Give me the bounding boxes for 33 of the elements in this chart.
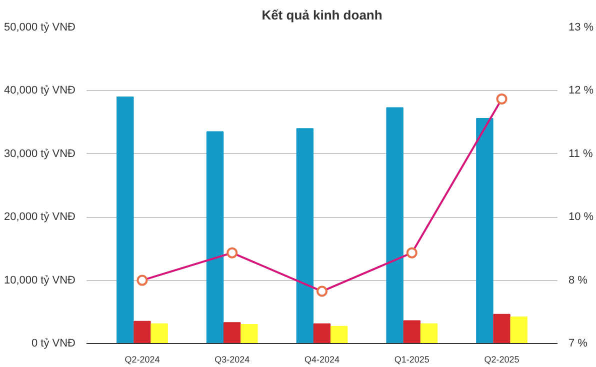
chart-title: Kết quả kinh doanh: [262, 8, 382, 22]
bar: [134, 320, 151, 344]
y-tick-label: 20,000 tỷ VNĐ: [4, 211, 76, 224]
x-tick-label: Q2-2025: [484, 354, 520, 364]
bar: [240, 324, 258, 344]
x-tick-label: Q4-2024: [304, 354, 340, 364]
bar: [224, 322, 241, 344]
x-tick-label: Q3-2024: [214, 354, 250, 364]
y2-tick-label: 10 %: [568, 211, 594, 224]
x-tick-label: Q2-2024: [124, 354, 160, 364]
x-tick-label: Q1-2025: [394, 354, 430, 364]
y2-tick-label: 13 %: [568, 22, 594, 34]
y2-tick-label: 12 %: [568, 84, 594, 97]
bar: [296, 128, 314, 344]
y-tick-label: 10,000 tỷ VNĐ: [4, 274, 76, 286]
y-tick-label: 30,000 tỷ VNĐ: [4, 148, 76, 160]
bar: [330, 326, 348, 344]
y2-tick-label: 8 %: [568, 274, 588, 286]
y-tick-label: 50,000 tỷ VNĐ: [4, 22, 76, 34]
bar: [386, 107, 404, 344]
y2-tick-label: 11 %: [568, 148, 593, 160]
bar: [420, 323, 438, 344]
bar: [476, 118, 494, 344]
y-tick-label: 40,000 tỷ VNĐ: [4, 84, 76, 97]
bar: [510, 316, 528, 344]
bar: [116, 96, 134, 344]
bar: [493, 314, 510, 344]
bar: [403, 320, 420, 344]
y2-tick-label: 7 %: [568, 338, 588, 350]
y-tick-label: 0 tỷ VNĐ: [31, 338, 76, 350]
bar: [206, 131, 224, 344]
bar: [313, 323, 331, 344]
bar: [150, 323, 168, 344]
